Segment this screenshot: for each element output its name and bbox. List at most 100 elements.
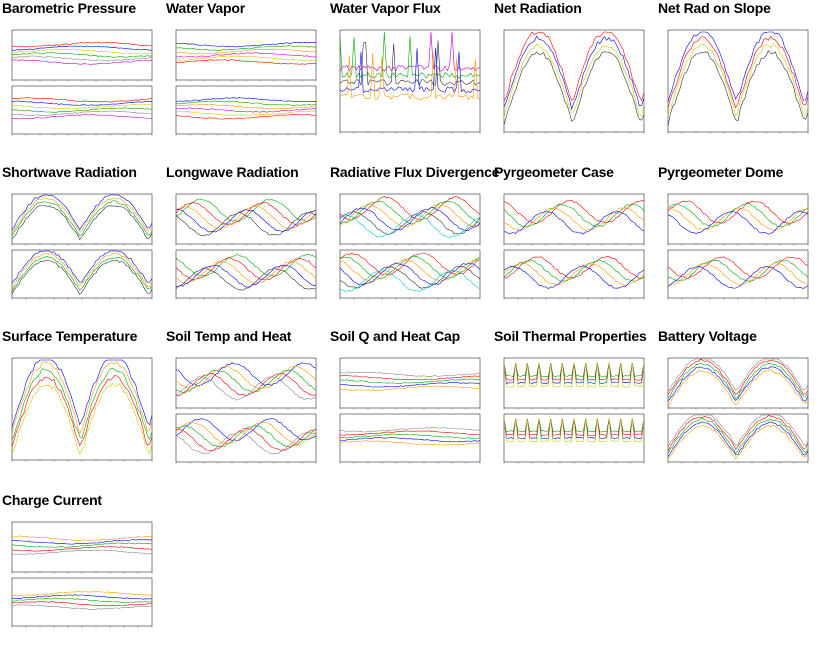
- series-line: [175, 48, 317, 55]
- series-line: [339, 213, 481, 239]
- chart-thumbnail[interactable]: [658, 346, 816, 486]
- series-line: [667, 415, 809, 451]
- chart-thumbnail[interactable]: [2, 346, 160, 486]
- panel-soil-thermal-properties[interactable]: Soil Thermal Properties: [492, 328, 656, 492]
- series-line: [175, 59, 317, 65]
- thumbnail-svg: [339, 193, 481, 300]
- panel-barometric-pressure[interactable]: Barometric Pressure: [0, 0, 164, 164]
- panel-soil-q-and-heat-cap[interactable]: Soil Q and Heat Cap: [328, 328, 492, 492]
- chart-thumbnail[interactable]: [494, 346, 652, 486]
- panel-charge-current[interactable]: Charge Current: [0, 492, 164, 656]
- series-line: [339, 31, 481, 79]
- thumbnail-svg: [175, 29, 317, 136]
- panel-soil-temp-and-heat[interactable]: Soil Temp and Heat: [164, 328, 328, 492]
- thumbnail-svg: [11, 357, 153, 462]
- series-line: [339, 427, 480, 433]
- series-line: [339, 382, 481, 388]
- series-line: [175, 362, 317, 387]
- chart-thumbnail[interactable]: [330, 18, 488, 158]
- series-line: [175, 264, 317, 288]
- series-line: [11, 535, 153, 542]
- series-line: [11, 383, 153, 455]
- series-line: [667, 358, 809, 392]
- series-line: [339, 385, 481, 391]
- series-line: [667, 366, 809, 402]
- plot-frame: [11, 357, 153, 461]
- plot-frame: [503, 413, 645, 463]
- chart-thumbnail[interactable]: [658, 18, 816, 158]
- chart-thumbnail[interactable]: [2, 182, 160, 322]
- series-line: [339, 375, 481, 381]
- series-line: [11, 604, 153, 610]
- panel-net-radiation[interactable]: Net Radiation: [492, 0, 656, 164]
- series-line: [339, 47, 481, 94]
- series-line: [175, 52, 317, 58]
- series-line: [11, 104, 153, 110]
- chart-thumbnail[interactable]: [494, 18, 652, 158]
- series-line: [667, 210, 809, 235]
- plot-frame: [339, 193, 481, 245]
- series-line: [339, 371, 481, 377]
- panel-shortwave-radiation[interactable]: Shortwave Radiation: [0, 164, 164, 328]
- panel-net-rad-on-slope[interactable]: Net Rad on Slope: [656, 0, 820, 164]
- panel-pyrgeometer-dome[interactable]: Pyrgeometer Dome: [656, 164, 820, 328]
- chart-thumbnail[interactable]: [166, 346, 324, 486]
- series-line: [175, 418, 317, 441]
- series-line: [503, 31, 645, 102]
- chart-thumbnail[interactable]: [330, 346, 488, 486]
- series-line: [11, 367, 153, 441]
- panel-longwave-radiation[interactable]: Longwave Radiation: [164, 164, 328, 328]
- series-line: [175, 208, 317, 233]
- thumbnail-svg: [11, 29, 153, 136]
- series-line: [339, 440, 481, 446]
- series-line: [503, 265, 645, 290]
- series-line: [175, 372, 317, 397]
- thumbnail-svg: [667, 357, 809, 464]
- chart-thumbnail[interactable]: [166, 182, 324, 322]
- thumbnail-svg: [11, 193, 153, 300]
- panel-title: Soil Q and Heat Cap: [330, 328, 460, 344]
- series-line: [503, 35, 645, 111]
- panel-title: Net Radiation: [494, 0, 582, 16]
- series-line: [175, 104, 317, 110]
- plot-frame: [11, 193, 153, 245]
- series-line: [667, 414, 809, 448]
- panel-pyrgeometer-case[interactable]: Pyrgeometer Case: [492, 164, 656, 328]
- series-line: [175, 114, 317, 120]
- chart-thumbnail[interactable]: [2, 510, 160, 650]
- series-line: [503, 203, 645, 228]
- series-line: [11, 97, 153, 103]
- chart-thumbnail[interactable]: [166, 18, 324, 158]
- thumbnail-svg: [175, 193, 317, 300]
- series-line: [11, 45, 153, 51]
- panel-water-vapor[interactable]: Water Vapor: [164, 0, 328, 164]
- chart-thumbnail[interactable]: [330, 182, 488, 322]
- series-line: [339, 262, 481, 286]
- panel-title: Charge Current: [2, 492, 102, 508]
- series-line: [175, 369, 317, 394]
- series-line: [339, 258, 481, 283]
- series-line: [11, 194, 153, 231]
- series-line: [667, 358, 809, 396]
- series-line: [11, 59, 153, 65]
- series-line: [175, 421, 317, 445]
- panel-surface-temperature[interactable]: Surface Temperature: [0, 328, 164, 492]
- series-line: [11, 601, 153, 607]
- series-line: [11, 52, 153, 58]
- series-line: [175, 97, 317, 103]
- series-line: [11, 546, 153, 552]
- chart-thumbnail[interactable]: [2, 18, 160, 158]
- series-line: [339, 433, 481, 439]
- panel-water-vapor-flux[interactable]: Water Vapor Flux: [328, 0, 492, 164]
- series-line: [667, 424, 809, 460]
- panel-radiative-flux-divergence[interactable]: Radiative Flux Divergence: [328, 164, 499, 328]
- chart-thumbnail[interactable]: [494, 182, 652, 322]
- panel-battery-voltage[interactable]: Battery Voltage: [656, 328, 820, 492]
- series-line: [175, 100, 317, 106]
- series-line: [175, 110, 317, 116]
- series-line: [339, 378, 481, 384]
- series-line: [339, 430, 481, 436]
- chart-thumbnail[interactable]: [658, 182, 816, 322]
- series-line: [11, 107, 153, 113]
- series-line: [339, 196, 481, 221]
